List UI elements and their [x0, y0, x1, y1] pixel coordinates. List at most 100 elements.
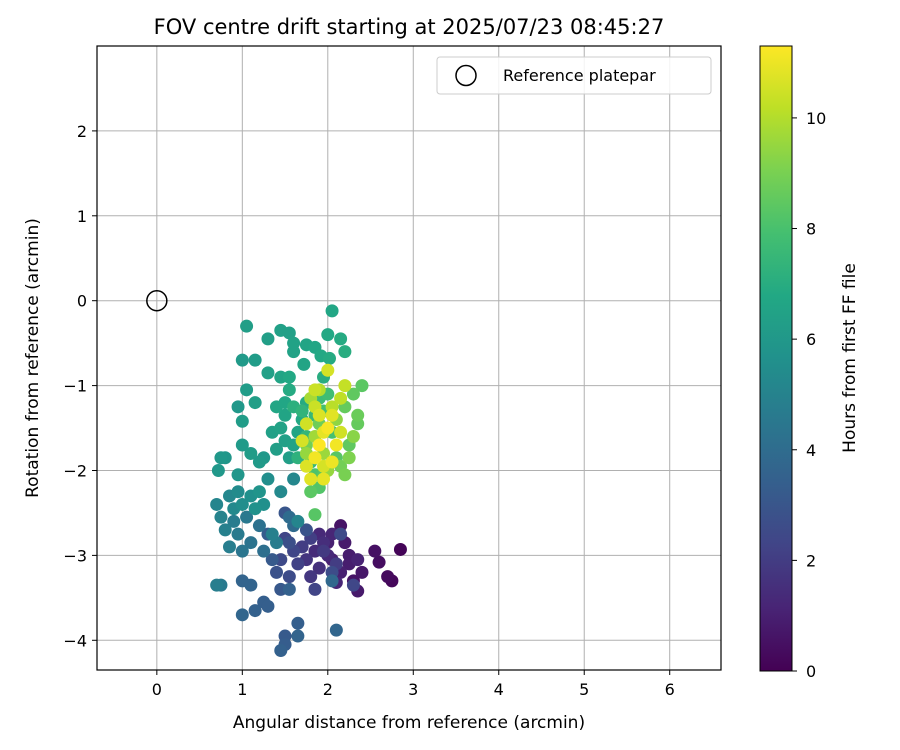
- scatter-point: [308, 582, 322, 596]
- scatter-point: [325, 574, 339, 588]
- scatter-point: [261, 472, 275, 486]
- scatter-point: [282, 383, 296, 397]
- scatter-point: [287, 345, 301, 359]
- scatter-point: [338, 345, 352, 359]
- scatter-point: [235, 353, 249, 367]
- scatter-point: [270, 442, 284, 456]
- scatter-point: [304, 485, 318, 499]
- scatter-point: [351, 553, 365, 567]
- scatter-point: [235, 497, 249, 511]
- colorbar-tick-label: 4: [806, 441, 816, 460]
- scatter-point: [282, 370, 296, 384]
- chart-title: FOV centre drift starting at 2025/07/23 …: [154, 15, 665, 39]
- scatter-point: [252, 519, 266, 533]
- plot-frame: [96, 45, 722, 671]
- scatter-point: [261, 332, 275, 346]
- scatter-point: [282, 570, 296, 584]
- scatter-point: [308, 451, 322, 465]
- scatter-point: [265, 527, 279, 541]
- legend-marker-open-circle: [455, 64, 477, 87]
- scatter-point: [355, 565, 369, 579]
- scatter-point: [235, 608, 249, 622]
- scatter-point: [210, 578, 224, 592]
- scatter-point: [321, 421, 335, 435]
- scatter-point: [299, 523, 313, 537]
- scatter-point: [312, 561, 326, 575]
- scatter-point: [334, 332, 348, 346]
- scatter-point: [282, 536, 296, 550]
- scatter-point: [227, 514, 241, 528]
- y-tick-label: −1: [63, 377, 87, 396]
- scatter-point: [304, 570, 318, 584]
- scatter-point: [351, 408, 365, 422]
- y-tick-label: −3: [63, 546, 87, 565]
- scatter-point: [323, 351, 337, 365]
- y-tick-label: 1: [77, 207, 87, 226]
- y-tick-label: 2: [77, 122, 87, 141]
- scatter-point: [295, 434, 309, 448]
- scatter-point: [240, 510, 254, 524]
- scatter-point: [244, 536, 258, 550]
- scatter-point: [240, 383, 254, 397]
- scatter-point: [248, 502, 262, 516]
- scatter-point: [270, 565, 284, 579]
- scatter-point: [235, 438, 249, 452]
- scatter-point: [218, 523, 232, 537]
- scatter-point: [274, 485, 288, 499]
- scatter-point: [368, 544, 382, 558]
- scatter-point: [214, 510, 228, 524]
- grid: [97, 46, 721, 670]
- scatter-point: [210, 497, 224, 511]
- scatter-point: [231, 468, 245, 482]
- scatter-point: [346, 387, 360, 401]
- legend-box: [436, 56, 712, 95]
- scatter-point: [248, 396, 262, 410]
- scatter-point: [248, 604, 262, 618]
- scatter-point: [252, 455, 266, 469]
- scatter-point: [231, 485, 245, 499]
- scatter-point: [329, 623, 343, 637]
- scatter-point: [308, 383, 322, 397]
- scatter-point: [312, 438, 326, 452]
- x-tick-label: 2: [323, 680, 333, 699]
- scatter-point: [325, 455, 339, 469]
- scatter-point: [211, 463, 225, 477]
- scatter-point: [308, 508, 322, 522]
- scatter-point: [244, 447, 258, 461]
- scatter-point: [282, 326, 296, 340]
- scatter-point: [304, 472, 318, 486]
- scatter-point: [346, 430, 360, 444]
- y-tick-label: −4: [63, 631, 87, 650]
- scatter-point: [321, 328, 335, 342]
- scatter-point: [265, 553, 279, 567]
- colorbar-tick-label: 2: [806, 551, 816, 570]
- x-tick-label: 3: [408, 680, 418, 699]
- scatter-point: [231, 527, 245, 541]
- colorbar-gradient: [759, 45, 793, 672]
- scatter-point: [278, 408, 292, 422]
- colorbar-ticks: 0 2 4 6 8 10: [792, 109, 826, 681]
- scatter-point: [291, 514, 305, 528]
- x-tick-label: 5: [579, 680, 589, 699]
- x-axis-label: Angular distance from reference (arcmin): [233, 713, 585, 733]
- scatter-point: [282, 582, 296, 596]
- scatter-point: [393, 542, 407, 556]
- scatter-point: [252, 485, 266, 499]
- legend-entry-label: Reference platepar: [503, 66, 656, 85]
- scatter-point: [372, 555, 386, 569]
- scatter-point: [261, 366, 275, 380]
- x-tick-label: 1: [237, 680, 247, 699]
- scatter-point: [231, 400, 245, 414]
- scatter-point: [291, 557, 305, 571]
- colorbar-tick-label: 6: [806, 330, 816, 349]
- scatter-point: [338, 468, 352, 482]
- scatter-point: [317, 544, 331, 558]
- y-tick-label: 0: [77, 292, 87, 311]
- scatter-point: [248, 353, 262, 367]
- scatter-point: [299, 417, 313, 431]
- scatter-point: [317, 472, 331, 486]
- scatter-point: [222, 540, 236, 554]
- colorbar: 0 2 4 6 8 10 Hours from first FF file: [759, 45, 860, 681]
- scatter-point: [257, 544, 271, 558]
- scatter-point: [291, 629, 305, 643]
